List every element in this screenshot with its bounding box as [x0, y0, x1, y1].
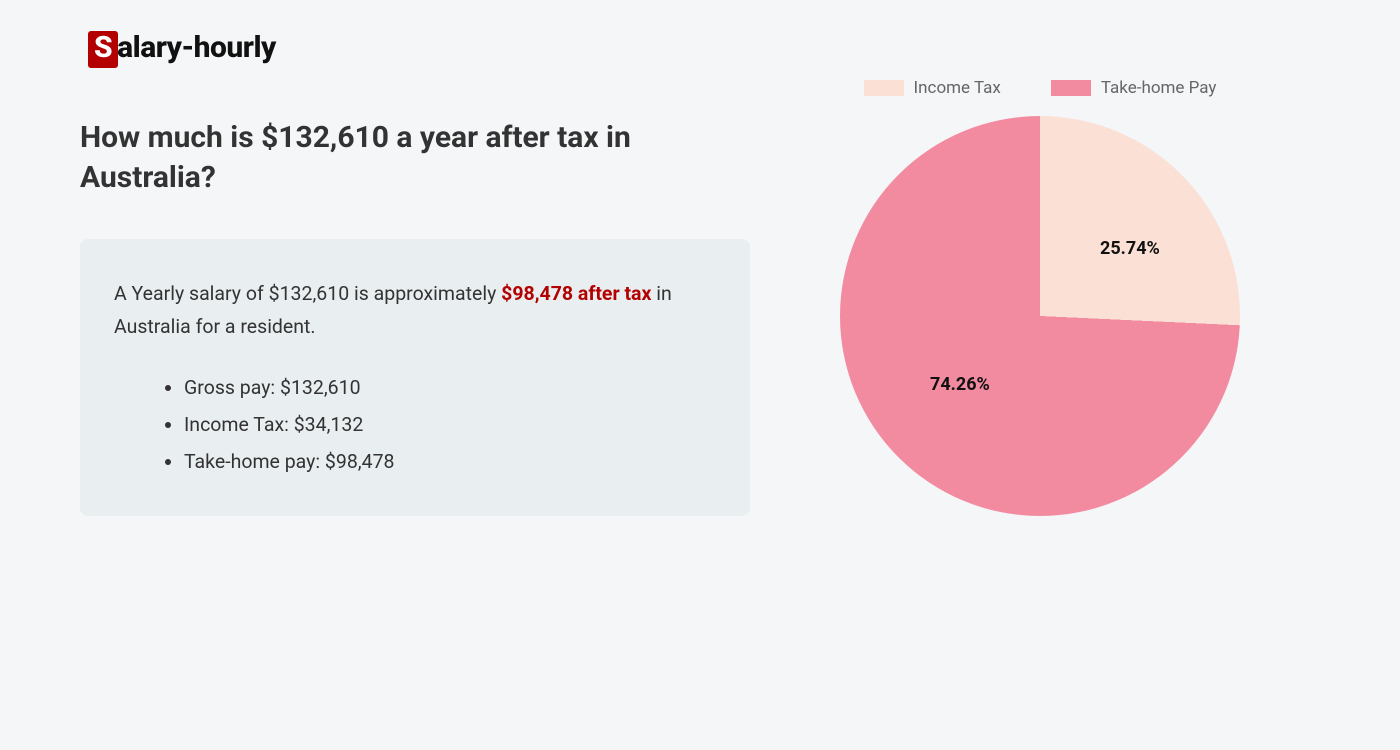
summary-text: A Yearly salary of $132,610 is approxima…	[114, 277, 716, 343]
content-row: How much is $132,610 a year after tax in…	[80, 118, 1320, 516]
chart-legend: Income Tax Take-home Pay	[864, 78, 1217, 98]
bullet-takehome: Take-home pay: $98,478	[184, 443, 716, 480]
pie-label-takehome: 74.26%	[930, 374, 990, 395]
logo-text: alary-hourly	[117, 30, 276, 65]
summary-highlight: $98,478 after tax	[501, 282, 651, 305]
left-column: How much is $132,610 a year after tax in…	[80, 118, 750, 516]
site-logo: Salary-hourly	[88, 30, 1320, 68]
logo-badge: S	[88, 31, 118, 68]
legend-item-tax: Income Tax	[864, 78, 1001, 98]
pie-label-tax: 25.74%	[1100, 238, 1160, 259]
bullet-gross: Gross pay: $132,610	[184, 369, 716, 406]
legend-item-takehome: Take-home Pay	[1051, 78, 1217, 98]
chart-column: Income Tax Take-home Pay 25.74% 74.26%	[810, 78, 1270, 516]
legend-swatch-takehome	[1051, 80, 1091, 96]
pie-circle	[840, 116, 1240, 516]
summary-card: A Yearly salary of $132,610 is approxima…	[80, 239, 750, 516]
summary-pre: A Yearly salary of $132,610 is approxima…	[114, 282, 501, 305]
page-root: Salary-hourly How much is $132,610 a yea…	[0, 0, 1400, 516]
summary-bullets: Gross pay: $132,610 Income Tax: $34,132 …	[114, 369, 716, 480]
legend-label-tax: Income Tax	[914, 78, 1001, 98]
bullet-tax: Income Tax: $34,132	[184, 406, 716, 443]
legend-swatch-tax	[864, 80, 904, 96]
pie-chart: 25.74% 74.26%	[840, 116, 1240, 516]
legend-label-takehome: Take-home Pay	[1101, 78, 1217, 98]
page-title: How much is $132,610 a year after tax in…	[80, 118, 750, 199]
